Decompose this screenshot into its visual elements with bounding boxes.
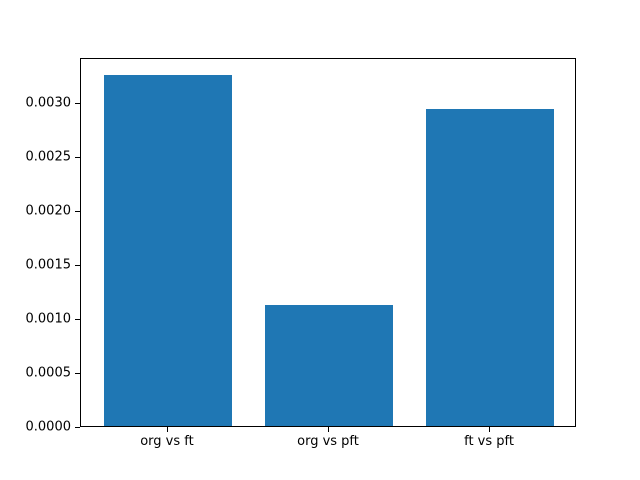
y-tick-mark [75,264,80,266]
y-tick-mark [75,372,80,374]
y-tick-mark [75,210,80,212]
bar-ft-vs-pft [425,109,555,426]
x-tick-mark [328,427,329,432]
bar-org-vs-pft [264,304,394,426]
y-tick-label: 0.0030 [25,95,72,111]
y-tick-label: 0.0025 [25,149,72,165]
x-tick-label: org vs pft [297,434,359,449]
y-tick-mark [75,318,80,320]
plot-area [80,58,576,427]
y-tick-mark [75,156,80,158]
y-tick-mark [75,102,80,104]
x-tick-mark [489,427,491,432]
x-tick-label: org vs ft [140,434,194,449]
y-tick-label: 0.0010 [25,311,72,327]
y-tick-label: 0.0015 [25,257,72,273]
x-tick-mark [166,427,168,432]
x-tick-label: ft vs pft [464,434,514,449]
y-tick-mark [75,427,80,428]
y-tick-label: 0.0020 [25,203,72,219]
y-tick-label: 0.0000 [25,419,72,435]
y-tick-label: 0.0005 [25,365,72,381]
bar-org-vs-ft [103,74,233,426]
